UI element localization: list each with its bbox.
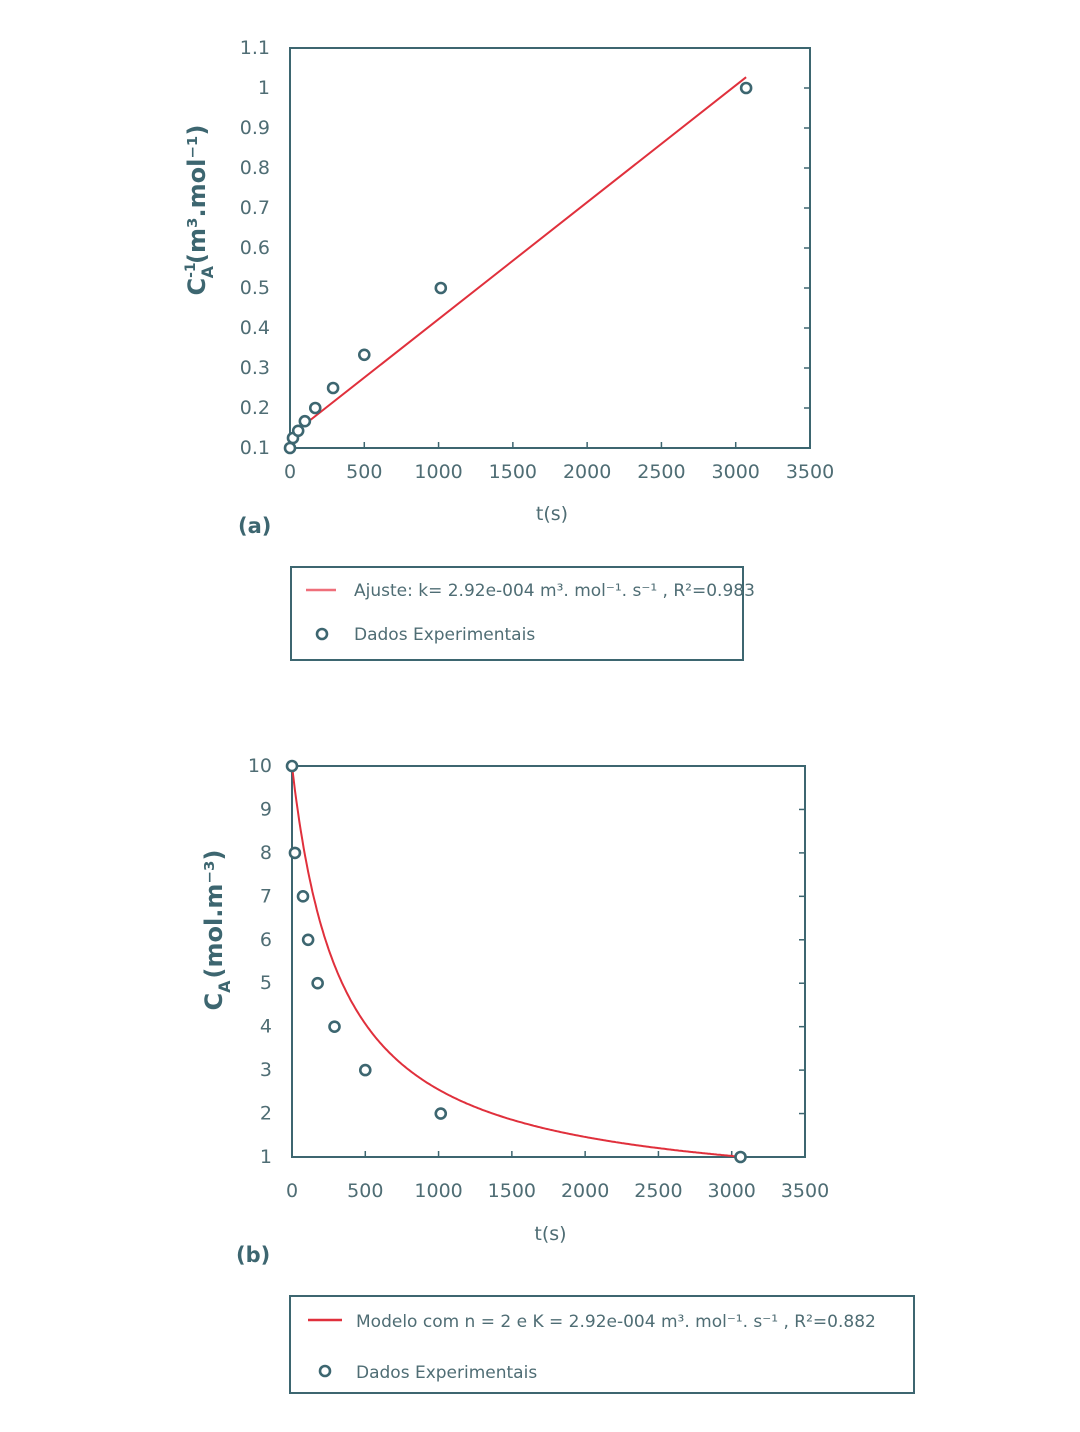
legend-line-label: Modelo com n = 2 e K = 2.92e-004 m³. mol…: [356, 1312, 876, 1332]
data-point: [285, 759, 299, 773]
data-point: [301, 933, 315, 947]
x-tick-label: 3000: [712, 461, 760, 483]
y-tick-label: 0.3: [240, 357, 270, 379]
x-axis-label: t(s): [536, 503, 568, 525]
x-tick-label: 3000: [708, 1180, 756, 1202]
legend: Modelo com n = 2 e K = 2.92e-004 m³. mol…: [289, 1295, 915, 1394]
y-tick-label: 3: [260, 1059, 272, 1081]
y-tick-label: 0.4: [240, 317, 270, 339]
data-point: [326, 381, 340, 395]
x-tick-label: 1500: [489, 461, 537, 483]
data-point: [434, 1107, 448, 1120]
y-label-main: C: [200, 993, 228, 1011]
y-tick-label: 4: [260, 1016, 272, 1038]
x-tick-label: 1000: [414, 461, 462, 483]
y-tick-label: 6: [260, 929, 272, 951]
y-tick-label: 0.1: [240, 437, 270, 459]
panel-label: (a): [238, 514, 271, 538]
y-axis-label: C-1A (m³.mol⁻¹): [183, 124, 217, 295]
x-tick-label: 1500: [488, 1180, 536, 1202]
legend: Ajuste: k= 2.92e-004 m³. mol⁻¹. s⁻¹ , R²…: [290, 566, 755, 661]
x-tick-label: 2000: [563, 461, 611, 483]
x-tick-label: 0: [284, 461, 296, 483]
model-curve: [291, 765, 741, 1158]
legend-marker-swatch: [315, 627, 329, 641]
plot-frame: [289, 47, 811, 449]
x-axis-label: t(s): [534, 1223, 566, 1245]
y-tick-label: 0.2: [240, 397, 270, 419]
y-tick-label: 1.1: [240, 37, 270, 59]
y-tick-label: 10: [248, 755, 272, 777]
data-point: [311, 976, 324, 990]
y-label-units: (mol.m⁻³): [200, 850, 228, 979]
data-point: [328, 1020, 341, 1033]
y-label-sub: A: [215, 980, 234, 993]
x-tick-label: 3500: [781, 1180, 829, 1202]
data-point: [434, 281, 448, 295]
chart-b: 0 500 1000 1500 2000 2500 3000 3500 1 2 3 4 5 6 7 8 9 10 t…: [200, 755, 915, 1394]
x-tick-label: 0: [286, 1180, 298, 1202]
x-tick-label: 500: [347, 1180, 383, 1202]
y-label-units: (m³.mol⁻¹): [183, 124, 211, 263]
data-point: [283, 441, 297, 455]
data-point: [298, 414, 312, 428]
y-tick-label: 0.7: [240, 197, 270, 219]
x-tick-label: 2500: [637, 461, 685, 483]
x-tick-label: 1000: [414, 1180, 462, 1202]
y-tick-label: 9: [260, 798, 272, 820]
y-tick-label: 5: [260, 972, 272, 994]
chart-a: 0 500 1000 1500 2000 2500 3000 3500 0.1 0.2 0.3 0.4…: [183, 37, 834, 661]
legend-marker-swatch: [318, 1364, 332, 1378]
data-point: [291, 424, 305, 438]
legend-box: [290, 566, 744, 661]
x-tick-label: 500: [346, 461, 382, 483]
y-tick-label: 0.5: [240, 277, 270, 299]
y-tick-label: 1: [260, 1146, 272, 1168]
plot-frame: [291, 765, 806, 1158]
legend-marker-label: Dados Experimentais: [356, 1363, 537, 1383]
data-point: [296, 890, 310, 903]
data-point: [358, 1063, 372, 1077]
y-label-sup: -1: [183, 262, 199, 278]
data-point: [734, 1150, 747, 1164]
data-point: [308, 401, 322, 415]
fit-line: [289, 76, 747, 437]
x-tick-label: 2000: [561, 1180, 609, 1202]
legend-box: [289, 1295, 915, 1394]
y-tick-label: 1: [258, 77, 270, 99]
legend-line-label: Ajuste: k= 2.92e-004 m³. mol⁻¹. s⁻¹ , R²…: [354, 581, 755, 601]
y-tick-label: 7: [260, 885, 272, 907]
data-point: [357, 348, 371, 362]
x-tick-label: 3500: [786, 461, 834, 483]
y-tick-label: 0.6: [240, 237, 270, 259]
data-point: [288, 846, 302, 860]
y-tick-label: 0.9: [240, 117, 270, 139]
x-tick-label: 2500: [634, 1180, 682, 1202]
y-tick-label: 8: [260, 842, 272, 864]
y-tick-label: 0.8: [240, 157, 270, 179]
panel-label: (b): [236, 1243, 270, 1267]
data-point: [739, 81, 753, 95]
y-label-main: C: [183, 278, 211, 296]
legend-marker-label: Dados Experimentais: [354, 625, 535, 645]
y-axis-label: CA(mol.m⁻³): [200, 850, 234, 1011]
y-tick-label: 2: [260, 1103, 272, 1125]
y-label-sub: A: [198, 265, 217, 278]
